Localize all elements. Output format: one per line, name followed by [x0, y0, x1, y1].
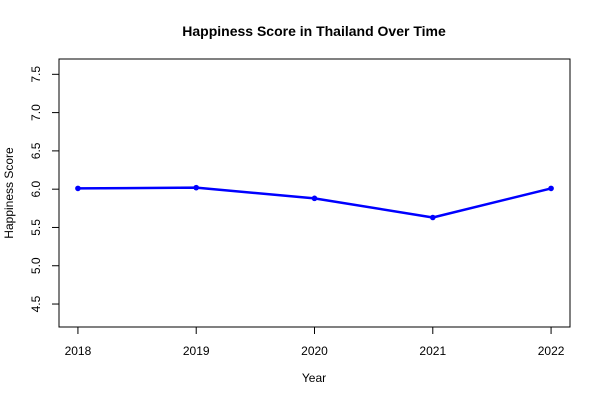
series-layer: [75, 184, 554, 221]
series-line: [77, 186, 552, 219]
x-tick-label: 2019: [183, 344, 210, 358]
x-tick-label: 2018: [65, 344, 92, 358]
y-tick-label: 7.0: [29, 104, 43, 121]
y-tick-label: 6.0: [29, 181, 43, 198]
y-tick-label: 4.5: [29, 295, 43, 312]
plot-area-frame: [58, 58, 571, 328]
y-tick-label: 6.5: [29, 142, 43, 159]
data-point: [193, 184, 200, 191]
data-point: [311, 195, 318, 202]
chart-title: Happiness Score in Thailand Over Time: [182, 23, 446, 39]
x-axis-label: Year: [302, 371, 326, 385]
data-point: [548, 185, 554, 192]
y-axis: 4.5 5.0 5.5 6.0 6.5 7.0 7.5: [29, 66, 60, 312]
y-axis-label: Happiness Score: [2, 147, 16, 239]
x-tick-label: 2022: [538, 344, 565, 358]
x-tick-label: 2021: [419, 344, 446, 358]
x-axis: 2018 2019 2020 2021 2022: [65, 326, 565, 358]
data-point: [429, 214, 436, 221]
data-point: [75, 185, 81, 192]
y-tick-label: 5.0: [29, 257, 43, 274]
x-tick-label: 2020: [301, 344, 328, 358]
y-tick-label: 5.5: [29, 219, 43, 236]
y-tick-label: 7.5: [29, 66, 43, 83]
